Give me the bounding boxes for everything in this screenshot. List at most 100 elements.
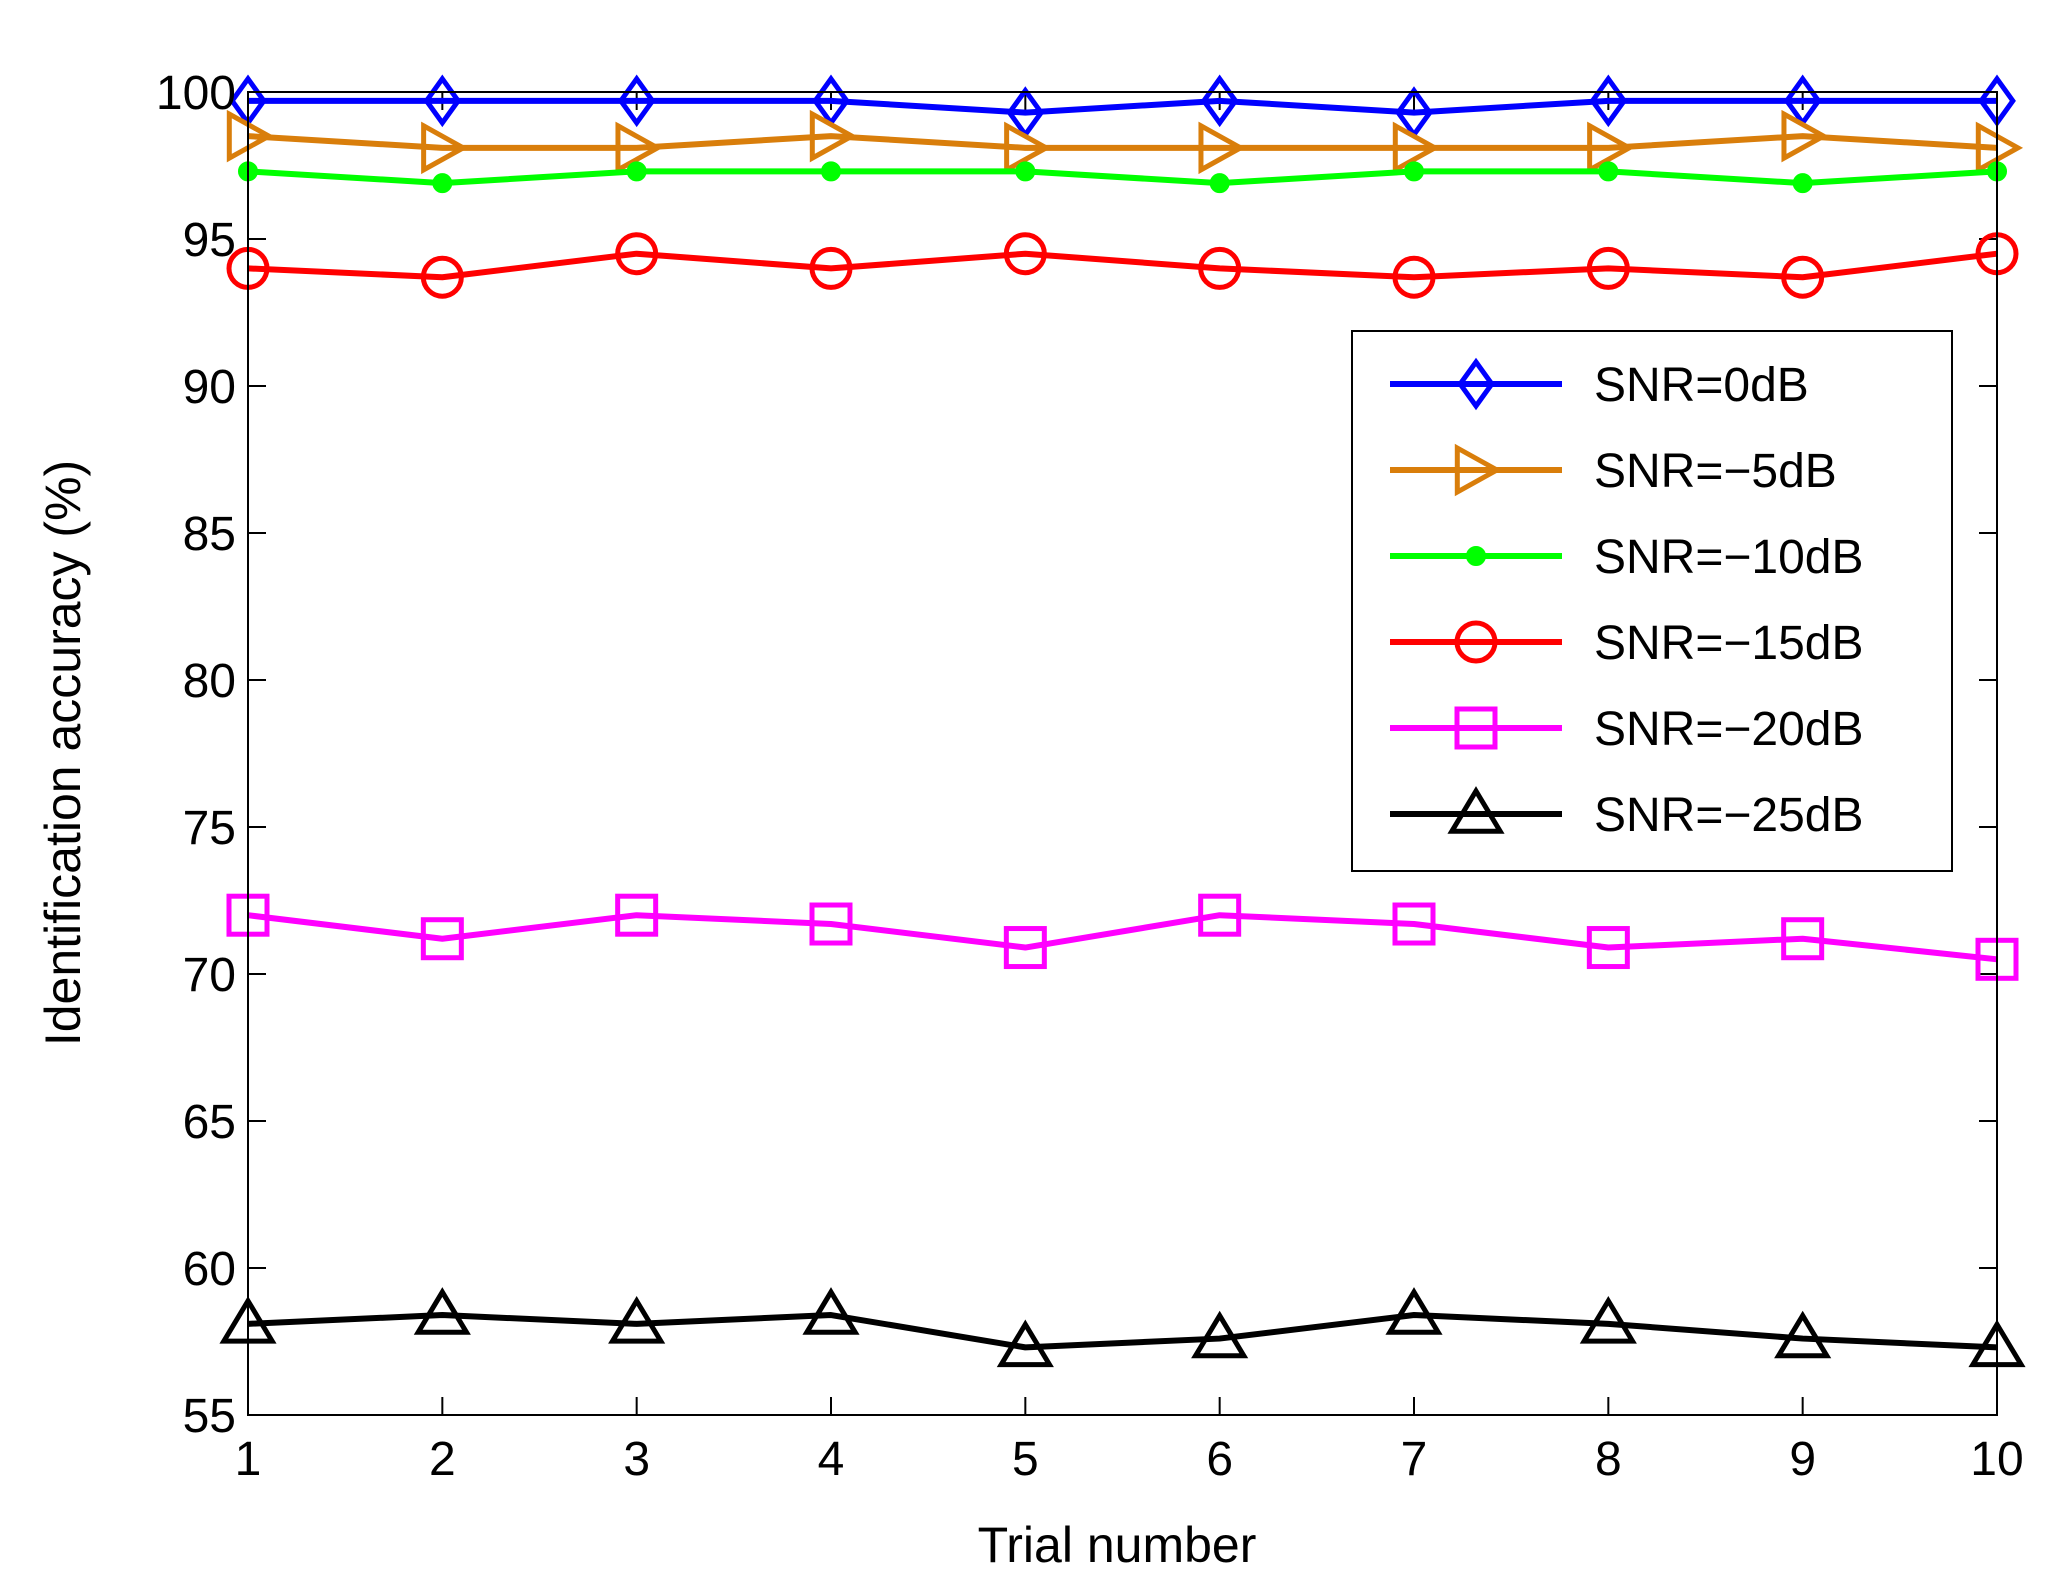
series-3 bbox=[238, 161, 2007, 194]
data-point bbox=[1587, 121, 1635, 175]
data-point bbox=[1579, 1296, 1637, 1344]
data-point bbox=[809, 902, 853, 946]
legend-box bbox=[1351, 330, 1953, 872]
data-point bbox=[608, 1296, 666, 1344]
x-tick-label: 7 bbox=[1401, 1433, 1428, 1486]
data-point bbox=[1003, 232, 1047, 276]
data-point bbox=[1781, 917, 1825, 961]
data-point bbox=[413, 1287, 471, 1335]
x-axis-label: Trial number bbox=[978, 1517, 1257, 1573]
legend-marker bbox=[1466, 546, 1486, 566]
data-point bbox=[1209, 173, 1230, 194]
y-tick-label: 75 bbox=[183, 802, 236, 855]
data-point bbox=[421, 121, 469, 175]
data-point bbox=[1200, 74, 1239, 128]
x-tick-label: 4 bbox=[818, 1433, 845, 1486]
data-point bbox=[1191, 1310, 1249, 1359]
data-point bbox=[615, 893, 659, 937]
data-point bbox=[423, 74, 462, 128]
y-tick-label: 65 bbox=[183, 1096, 236, 1149]
legend-entry: SNR=−25dB bbox=[1390, 786, 1864, 842]
y-tick-label: 80 bbox=[183, 655, 236, 708]
y-tick-label: 70 bbox=[183, 949, 236, 1002]
data-point bbox=[1003, 926, 1047, 970]
data-point bbox=[809, 246, 853, 290]
data-point bbox=[809, 109, 858, 163]
x-tick-label: 8 bbox=[1595, 1433, 1622, 1486]
data-point bbox=[1589, 74, 1628, 128]
series-line bbox=[247, 250, 1998, 281]
data-point bbox=[1198, 893, 1242, 937]
data-point bbox=[1404, 161, 1424, 182]
series-layer bbox=[219, 74, 2026, 1368]
data-point bbox=[1015, 161, 1036, 182]
data-point bbox=[821, 161, 841, 182]
series-line bbox=[247, 1312, 1998, 1351]
legend-label: SNR=−15dB bbox=[1594, 617, 1864, 670]
y-tick-label: 100 bbox=[156, 67, 236, 120]
legend-entry: SNR=0dB bbox=[1390, 357, 1809, 412]
y-axis-label: Identification accuracy (%) bbox=[35, 460, 91, 1046]
data-point bbox=[1586, 926, 1630, 970]
data-point bbox=[615, 121, 663, 175]
y-tick-label: 60 bbox=[183, 1243, 236, 1296]
legend-marker bbox=[1454, 443, 1503, 497]
x-tick-label: 3 bbox=[623, 1433, 650, 1486]
data-point bbox=[1781, 255, 1825, 299]
y-tick-label: 55 bbox=[183, 1390, 236, 1443]
series-line bbox=[247, 912, 1998, 963]
data-point bbox=[1975, 121, 2024, 175]
series-2 bbox=[226, 109, 2024, 175]
y-tick-label: 95 bbox=[183, 214, 236, 267]
x-tick-label: 9 bbox=[1789, 1433, 1816, 1486]
legend: SNR=0dB SNR=−5dB SNR=−10dB SNR=−15dB SNR=−20… bbox=[1351, 330, 1953, 872]
plot-frame bbox=[247, 91, 1998, 1416]
series-line bbox=[247, 168, 1998, 187]
x-tick-label: 1 bbox=[235, 1433, 262, 1486]
data-point bbox=[617, 74, 656, 128]
legend-label: SNR=−25dB bbox=[1594, 789, 1864, 842]
data-point bbox=[1774, 1310, 1832, 1359]
data-point bbox=[615, 232, 659, 276]
data-point bbox=[1598, 161, 1619, 182]
data-point bbox=[1198, 121, 1246, 175]
data-point bbox=[626, 161, 647, 182]
legend-label: SNR=−5dB bbox=[1594, 445, 1837, 498]
legend-entry: SNR=−5dB bbox=[1390, 443, 1837, 498]
data-point bbox=[226, 109, 275, 163]
series-4 bbox=[226, 232, 2019, 299]
tick-labels: 1 2 3 4 5 6 7 8 9 10 55 60 65 70 75 80 85 90 95 100 bbox=[156, 67, 2024, 1486]
legend-label: SNR=0dB bbox=[1594, 359, 1809, 412]
data-point bbox=[1392, 121, 1441, 175]
legend-label: SNR=−10dB bbox=[1594, 531, 1864, 584]
data-point bbox=[1198, 246, 1242, 290]
legend-marker bbox=[1454, 706, 1498, 750]
x-tick-label: 5 bbox=[1012, 1433, 1039, 1486]
data-point bbox=[420, 917, 464, 961]
series-5 bbox=[226, 893, 2019, 981]
data-point bbox=[1586, 246, 1630, 290]
data-point bbox=[1792, 173, 1813, 194]
legend-entry: SNR=−15dB bbox=[1390, 617, 1864, 670]
data-point bbox=[1392, 255, 1436, 299]
legend-entry: SNR=−20dB bbox=[1390, 703, 1864, 756]
x-tick-label: 10 bbox=[1970, 1433, 2023, 1486]
x-tick-label: 6 bbox=[1206, 1433, 1233, 1486]
legend-marker bbox=[1454, 620, 1498, 664]
data-point bbox=[802, 1287, 860, 1335]
legend-marker bbox=[1447, 786, 1505, 834]
x-tick-label: 2 bbox=[429, 1433, 456, 1486]
legend-entry: SNR=−10dB bbox=[1390, 531, 1864, 584]
data-point bbox=[1385, 1287, 1443, 1335]
data-point bbox=[1781, 109, 1829, 163]
series-line bbox=[248, 97, 1997, 116]
data-point bbox=[432, 173, 453, 194]
series-line bbox=[247, 133, 1998, 151]
data-point bbox=[996, 1319, 1054, 1368]
legend-label: SNR=−20dB bbox=[1594, 703, 1864, 756]
y-tick-label: 85 bbox=[183, 508, 236, 561]
data-point bbox=[1392, 902, 1436, 946]
y-tick-label: 90 bbox=[183, 361, 236, 414]
data-point bbox=[1004, 121, 1052, 175]
